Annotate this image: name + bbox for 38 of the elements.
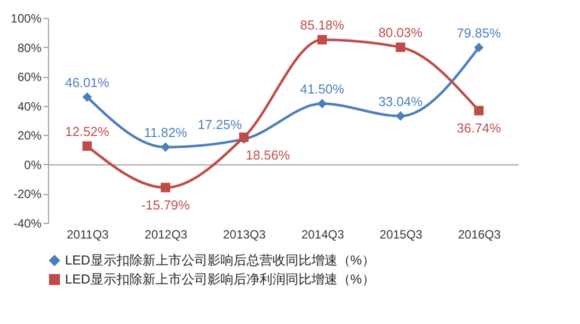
x-tick-label: 2012Q3 bbox=[144, 228, 188, 242]
y-tick-label: 60% bbox=[17, 70, 42, 84]
y-tick-label: 0% bbox=[24, 158, 42, 172]
data-label: 36.74% bbox=[456, 120, 502, 136]
point bbox=[82, 141, 92, 151]
point bbox=[82, 92, 92, 102]
point bbox=[160, 182, 170, 192]
point bbox=[160, 142, 170, 152]
data-label: 12.52% bbox=[65, 124, 110, 140]
legend-label: LED显示扣除新上市公司影响后总营收同比增速（%） bbox=[65, 252, 375, 268]
x-tick-label: 2016Q3 bbox=[458, 228, 502, 242]
x-tick-label: 2014Q3 bbox=[301, 228, 344, 242]
x-tick-label: 2015Q3 bbox=[380, 228, 423, 242]
y-tick-label: 20% bbox=[17, 128, 42, 143]
data-label: 33.04% bbox=[378, 94, 423, 110]
data-label: -15.79% bbox=[141, 198, 190, 213]
point bbox=[474, 42, 484, 52]
y-tick-label: 80% bbox=[17, 40, 42, 55]
x-tick-label: 2011Q3 bbox=[66, 228, 109, 242]
point bbox=[396, 42, 406, 52]
y-tick-label: -20% bbox=[13, 187, 42, 202]
data-label: 41.50% bbox=[300, 82, 345, 97]
data-label: 79.85% bbox=[456, 26, 502, 41]
data-label: 85.18% bbox=[300, 18, 345, 33]
point bbox=[396, 111, 406, 121]
point bbox=[317, 34, 327, 44]
y-tick-label: 40% bbox=[17, 99, 42, 114]
data-label: 80.03% bbox=[378, 25, 423, 40]
legend-label: LED显示扣除新上市公司影响后净利润同比增速（%） bbox=[65, 272, 375, 286]
data-label: 46.01% bbox=[65, 75, 110, 90]
x-tick-label: 2013Q3 bbox=[222, 228, 266, 242]
y-tick-label: 100% bbox=[10, 12, 42, 26]
point bbox=[317, 98, 327, 108]
data-label: 18.56% bbox=[246, 147, 290, 162]
data-label: 11.82% bbox=[144, 125, 188, 140]
y-tick-label: -40% bbox=[13, 216, 42, 230]
point bbox=[474, 106, 484, 116]
data-label: 17.25% bbox=[198, 117, 242, 132]
